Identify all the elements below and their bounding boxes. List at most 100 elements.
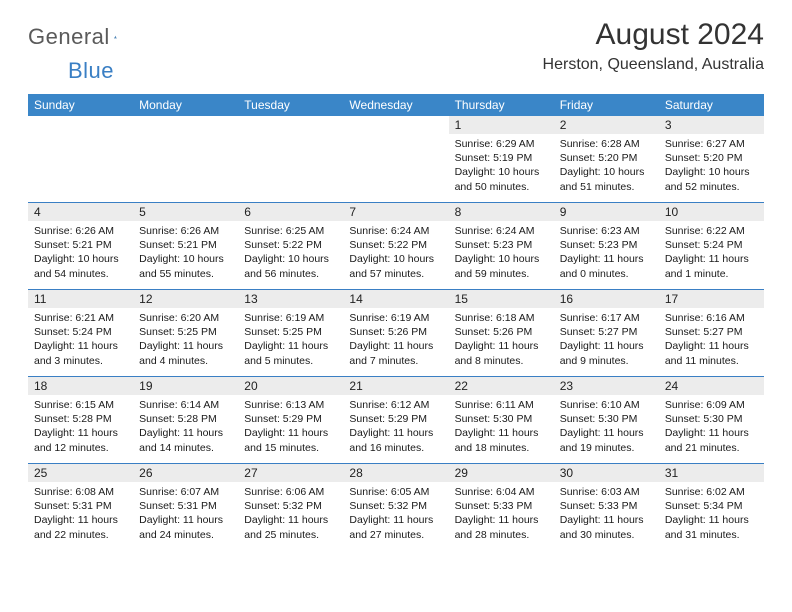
day-details: Sunrise: 6:09 AMSunset: 5:30 PMDaylight:…: [659, 395, 764, 461]
sunrise-text: Sunrise: 6:14 AM: [139, 398, 232, 412]
day-cell: 29Sunrise: 6:04 AMSunset: 5:33 PMDayligh…: [449, 464, 554, 550]
sunrise-text: Sunrise: 6:12 AM: [349, 398, 442, 412]
daylight-text: Daylight: 10 hours and 52 minutes.: [665, 165, 758, 193]
sunrise-text: Sunrise: 6:09 AM: [665, 398, 758, 412]
day-details: Sunrise: 6:23 AMSunset: 5:23 PMDaylight:…: [554, 221, 659, 287]
daylight-text: Daylight: 11 hours and 0 minutes.: [560, 252, 653, 280]
day-details: Sunrise: 6:21 AMSunset: 5:24 PMDaylight:…: [28, 308, 133, 374]
sunset-text: Sunset: 5:33 PM: [560, 499, 653, 513]
day-number: 20: [238, 377, 343, 395]
day-cell: 12Sunrise: 6:20 AMSunset: 5:25 PMDayligh…: [133, 290, 238, 376]
sunset-text: Sunset: 5:33 PM: [455, 499, 548, 513]
day-details: Sunrise: 6:05 AMSunset: 5:32 PMDaylight:…: [343, 482, 448, 548]
week-row: 4Sunrise: 6:26 AMSunset: 5:21 PMDaylight…: [28, 203, 764, 290]
sunrise-text: Sunrise: 6:04 AM: [455, 485, 548, 499]
day-number: 17: [659, 290, 764, 308]
day-details: Sunrise: 6:08 AMSunset: 5:31 PMDaylight:…: [28, 482, 133, 548]
sunrise-text: Sunrise: 6:10 AM: [560, 398, 653, 412]
day-cell: 31Sunrise: 6:02 AMSunset: 5:34 PMDayligh…: [659, 464, 764, 550]
day-number: 2: [554, 116, 659, 134]
daylight-text: Daylight: 11 hours and 25 minutes.: [244, 513, 337, 541]
sunrise-text: Sunrise: 6:21 AM: [34, 311, 127, 325]
day-details: Sunrise: 6:14 AMSunset: 5:28 PMDaylight:…: [133, 395, 238, 461]
day-cell: 7Sunrise: 6:24 AMSunset: 5:22 PMDaylight…: [343, 203, 448, 289]
sunset-text: Sunset: 5:23 PM: [455, 238, 548, 252]
daylight-text: Daylight: 11 hours and 18 minutes.: [455, 426, 548, 454]
sunset-text: Sunset: 5:27 PM: [665, 325, 758, 339]
day-details: Sunrise: 6:20 AMSunset: 5:25 PMDaylight:…: [133, 308, 238, 374]
sunrise-text: Sunrise: 6:23 AM: [560, 224, 653, 238]
day-details: Sunrise: 6:12 AMSunset: 5:29 PMDaylight:…: [343, 395, 448, 461]
week-row: 25Sunrise: 6:08 AMSunset: 5:31 PMDayligh…: [28, 464, 764, 550]
day-cell: 19Sunrise: 6:14 AMSunset: 5:28 PMDayligh…: [133, 377, 238, 463]
day-details: Sunrise: 6:10 AMSunset: 5:30 PMDaylight:…: [554, 395, 659, 461]
sunrise-text: Sunrise: 6:15 AM: [34, 398, 127, 412]
week-row: 1Sunrise: 6:29 AMSunset: 5:19 PMDaylight…: [28, 116, 764, 203]
sunset-text: Sunset: 5:34 PM: [665, 499, 758, 513]
daylight-text: Daylight: 11 hours and 4 minutes.: [139, 339, 232, 367]
sunset-text: Sunset: 5:24 PM: [665, 238, 758, 252]
weekday-header: Saturday: [659, 94, 764, 116]
daylight-text: Daylight: 11 hours and 16 minutes.: [349, 426, 442, 454]
day-number: 3: [659, 116, 764, 134]
day-details: Sunrise: 6:06 AMSunset: 5:32 PMDaylight:…: [238, 482, 343, 548]
day-number: [343, 116, 448, 134]
daylight-text: Daylight: 11 hours and 3 minutes.: [34, 339, 127, 367]
sunset-text: Sunset: 5:28 PM: [34, 412, 127, 426]
day-details: Sunrise: 6:13 AMSunset: 5:29 PMDaylight:…: [238, 395, 343, 461]
day-number: 12: [133, 290, 238, 308]
day-cell: 21Sunrise: 6:12 AMSunset: 5:29 PMDayligh…: [343, 377, 448, 463]
day-number: [238, 116, 343, 134]
daylight-text: Daylight: 11 hours and 24 minutes.: [139, 513, 232, 541]
sunset-text: Sunset: 5:24 PM: [34, 325, 127, 339]
day-number: 16: [554, 290, 659, 308]
day-number: 29: [449, 464, 554, 482]
day-cell: 30Sunrise: 6:03 AMSunset: 5:33 PMDayligh…: [554, 464, 659, 550]
sunrise-text: Sunrise: 6:27 AM: [665, 137, 758, 151]
weekday-header: Monday: [133, 94, 238, 116]
day-details: Sunrise: 6:04 AMSunset: 5:33 PMDaylight:…: [449, 482, 554, 548]
day-number: 7: [343, 203, 448, 221]
sunrise-text: Sunrise: 6:29 AM: [455, 137, 548, 151]
sunset-text: Sunset: 5:31 PM: [34, 499, 127, 513]
day-number: 24: [659, 377, 764, 395]
daylight-text: Daylight: 10 hours and 51 minutes.: [560, 165, 653, 193]
sunrise-text: Sunrise: 6:16 AM: [665, 311, 758, 325]
sunset-text: Sunset: 5:32 PM: [244, 499, 337, 513]
sunset-text: Sunset: 5:21 PM: [34, 238, 127, 252]
day-number: 19: [133, 377, 238, 395]
sunset-text: Sunset: 5:21 PM: [139, 238, 232, 252]
day-cell: 14Sunrise: 6:19 AMSunset: 5:26 PMDayligh…: [343, 290, 448, 376]
weekday-header: Tuesday: [238, 94, 343, 116]
day-number: 22: [449, 377, 554, 395]
day-details: Sunrise: 6:26 AMSunset: 5:21 PMDaylight:…: [133, 221, 238, 287]
day-cell: 4Sunrise: 6:26 AMSunset: 5:21 PMDaylight…: [28, 203, 133, 289]
sunrise-text: Sunrise: 6:25 AM: [244, 224, 337, 238]
month-title: August 2024: [543, 18, 764, 52]
daylight-text: Daylight: 11 hours and 8 minutes.: [455, 339, 548, 367]
day-details: Sunrise: 6:18 AMSunset: 5:26 PMDaylight:…: [449, 308, 554, 374]
day-number: 23: [554, 377, 659, 395]
day-details: Sunrise: 6:29 AMSunset: 5:19 PMDaylight:…: [449, 134, 554, 200]
weekday-header: Wednesday: [343, 94, 448, 116]
sunset-text: Sunset: 5:29 PM: [349, 412, 442, 426]
sunrise-text: Sunrise: 6:24 AM: [349, 224, 442, 238]
sunrise-text: Sunrise: 6:20 AM: [139, 311, 232, 325]
sunset-text: Sunset: 5:22 PM: [244, 238, 337, 252]
day-number: 25: [28, 464, 133, 482]
sunrise-text: Sunrise: 6:06 AM: [244, 485, 337, 499]
day-cell: 24Sunrise: 6:09 AMSunset: 5:30 PMDayligh…: [659, 377, 764, 463]
daylight-text: Daylight: 10 hours and 57 minutes.: [349, 252, 442, 280]
daylight-text: Daylight: 11 hours and 11 minutes.: [665, 339, 758, 367]
day-details: Sunrise: 6:28 AMSunset: 5:20 PMDaylight:…: [554, 134, 659, 200]
sunrise-text: Sunrise: 6:05 AM: [349, 485, 442, 499]
week-row: 18Sunrise: 6:15 AMSunset: 5:28 PMDayligh…: [28, 377, 764, 464]
day-number: 31: [659, 464, 764, 482]
calendar: Sunday Monday Tuesday Wednesday Thursday…: [28, 94, 764, 550]
sunrise-text: Sunrise: 6:08 AM: [34, 485, 127, 499]
sunset-text: Sunset: 5:31 PM: [139, 499, 232, 513]
sunrise-text: Sunrise: 6:13 AM: [244, 398, 337, 412]
sunrise-text: Sunrise: 6:19 AM: [349, 311, 442, 325]
weekday-header: Sunday: [28, 94, 133, 116]
sunset-text: Sunset: 5:20 PM: [560, 151, 653, 165]
